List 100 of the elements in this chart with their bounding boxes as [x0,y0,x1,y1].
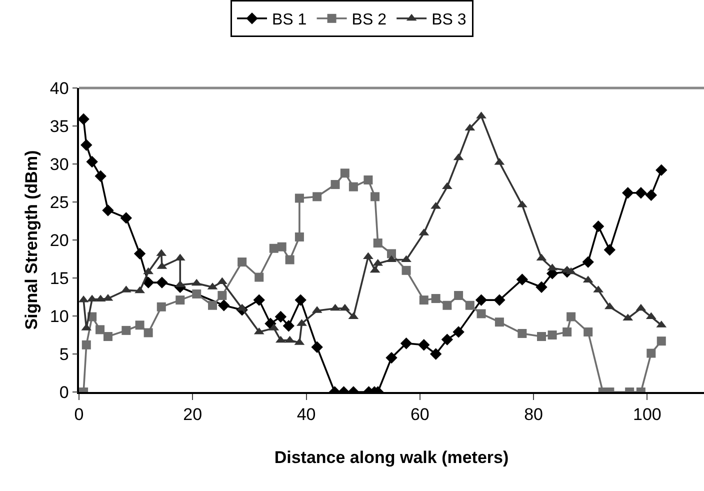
point [592,220,604,232]
legend-label: BS 1 [272,12,307,29]
y-tick-label: 15 [50,268,69,288]
y-tick-label: 0 [59,382,69,402]
point [312,192,322,202]
point [430,348,442,360]
point [330,304,340,311]
point [635,187,647,199]
point [218,300,230,312]
point [475,294,488,306]
legend-label: BS 2 [352,12,387,29]
point [548,330,557,340]
point [192,289,202,298]
point [465,300,474,310]
point [419,296,428,305]
x-tick-label: 80 [524,405,544,424]
point [238,258,247,267]
point [330,180,340,190]
y-tick-label: 35 [50,116,69,136]
point [142,276,154,288]
point [96,325,105,334]
x-tick-label: 20 [183,405,202,424]
point [122,326,131,335]
point [418,339,430,351]
point [454,290,464,300]
point [274,310,287,323]
point [494,318,504,327]
point [370,192,380,202]
point [156,302,166,312]
point [537,332,546,342]
point [441,334,454,346]
point [134,286,145,294]
point [144,328,153,338]
point [311,341,323,354]
point [452,326,464,338]
point [622,187,634,199]
point [431,294,440,304]
point [340,168,350,178]
point [218,290,227,300]
point [294,194,304,203]
point [294,232,304,242]
point [156,276,168,288]
y-tick-label: 30 [50,154,69,174]
point [656,164,668,176]
point [442,300,452,310]
point [386,352,398,364]
point [364,175,373,184]
point [285,255,294,264]
y-tick-label: 25 [50,192,69,212]
point [562,327,572,336]
point [566,312,576,322]
point [645,189,658,202]
point [135,320,144,330]
point [536,281,548,293]
x-tick-label: 0 [74,405,84,424]
point [82,340,91,350]
y-tick-label: 5 [59,344,69,364]
x-tick-label: 60 [410,405,430,424]
point [269,244,278,253]
point [402,266,411,275]
x-tick-label: 40 [296,405,316,424]
point [494,294,506,306]
point [80,139,92,151]
point [284,336,295,343]
point [79,113,90,126]
point [518,328,527,338]
point [86,156,98,168]
y-tick-label: 40 [50,78,69,98]
point [584,327,593,336]
point [277,242,286,252]
point [401,255,412,262]
point [476,309,486,318]
point [656,336,666,346]
point [79,296,89,302]
y-axis-title: Signal Strength (dBm) [22,150,41,330]
y-tick-label: 20 [50,230,69,250]
point [103,332,112,342]
legend-label: BS 3 [432,12,466,29]
x-axis-title: Distance along walk (meters) [274,448,509,468]
point [387,249,396,258]
point [276,336,286,343]
point [400,338,412,350]
point [254,272,264,282]
point [253,294,265,306]
point [176,296,185,305]
point [294,294,306,306]
y-tick-label: 10 [50,306,69,326]
point [208,300,218,310]
point [582,256,594,268]
point [94,170,106,182]
point [516,274,528,286]
point [348,182,358,192]
point [120,212,132,224]
point [646,348,656,358]
point [102,204,114,216]
point [282,320,295,332]
point [134,248,146,260]
point [373,238,382,248]
point [604,244,616,256]
x-tick-label: 100 [632,405,662,424]
